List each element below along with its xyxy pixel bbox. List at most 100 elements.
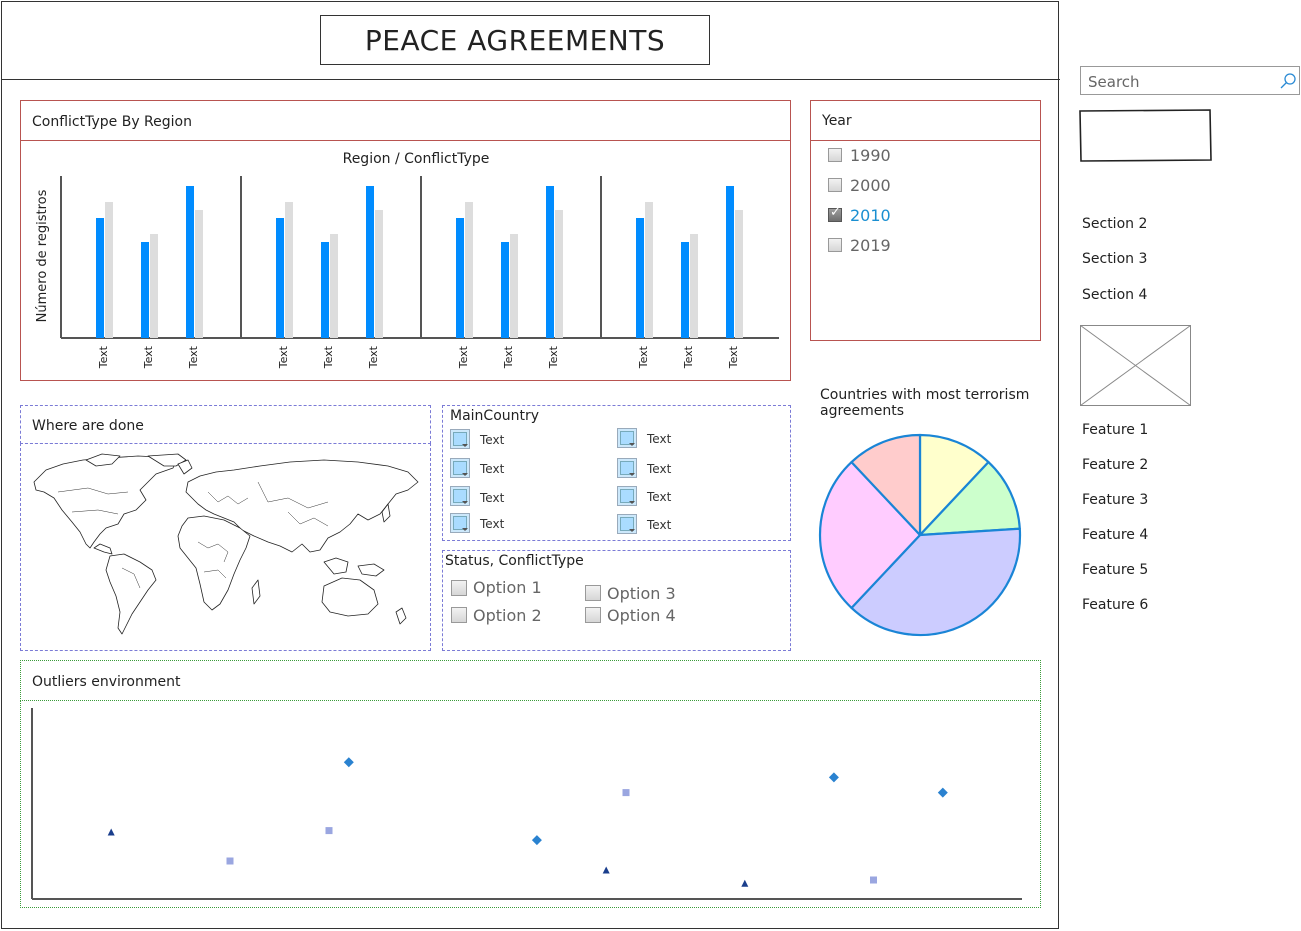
nav-feature-3[interactable]: Feature 3 (1082, 492, 1149, 508)
search-input[interactable] (1086, 71, 1275, 93)
bar (645, 202, 653, 338)
outliers-panel-body (20, 700, 1041, 908)
bar (186, 186, 194, 338)
scatter-point (828, 772, 839, 783)
scatter-point (226, 857, 234, 865)
x-tick-label: Text (457, 345, 470, 369)
header-divider (1, 79, 1060, 80)
bar (555, 210, 563, 338)
nav-section-3[interactable]: Section 3 (1082, 251, 1148, 267)
nav-section-2[interactable]: Section 2 (1082, 216, 1148, 232)
country-item-label[interactable]: Text (647, 432, 672, 446)
bar (546, 186, 554, 338)
bar (330, 234, 338, 338)
bar-chart-title: Region / ConflictType (342, 151, 490, 167)
pie-slice (850, 527, 1022, 637)
nav-feature-5[interactable]: Feature 5 (1082, 562, 1149, 578)
bar (501, 242, 509, 338)
nav-feature-1[interactable]: Feature 1 (1082, 422, 1149, 438)
year-1990-label[interactable]: 1990 (850, 146, 891, 165)
status-panel-title: Status, ConflictType (445, 553, 584, 569)
x-tick-label: Text (142, 345, 155, 369)
year-2000-checkbox[interactable] (828, 178, 842, 192)
scatter-point (107, 828, 115, 836)
bar (636, 218, 644, 338)
main-country-title: MainCountry (450, 408, 540, 424)
nav-section-4[interactable]: Section 4 (1082, 287, 1148, 303)
scatter-point (325, 827, 333, 835)
x-tick-label: Text (367, 345, 380, 369)
map-panel-title: Where are done (32, 418, 144, 434)
scatter-point (622, 789, 630, 797)
scatter-point (343, 757, 354, 768)
outliers-panel-title: Outliers environment (32, 674, 181, 690)
country-item-icon[interactable] (617, 458, 637, 478)
x-tick-label: Text (682, 345, 695, 369)
pie-chart-title: Countries with most terrorism agreements (820, 387, 1030, 419)
option-2-checkbox[interactable] (451, 607, 467, 623)
country-item-label[interactable]: Text (647, 462, 672, 476)
bar (690, 234, 698, 338)
option-2-label[interactable]: Option 2 (473, 606, 542, 625)
bar (150, 234, 158, 338)
option-4-checkbox[interactable] (585, 607, 601, 623)
bar (465, 202, 473, 338)
country-item-label[interactable]: Text (480, 491, 505, 505)
x-tick-label: Text (187, 345, 200, 369)
country-item-label[interactable]: Text (480, 433, 505, 447)
country-item-icon[interactable] (450, 429, 470, 449)
year-2019-label[interactable]: 2019 (850, 236, 891, 255)
page-title: PEACE AGREEMENTS (320, 15, 710, 65)
option-1-checkbox[interactable] (451, 580, 467, 596)
country-item-icon[interactable] (450, 486, 470, 506)
x-tick-label: Text (727, 345, 740, 369)
bar (276, 218, 284, 338)
main-country-panel (442, 405, 791, 541)
country-item-icon[interactable] (617, 428, 637, 448)
country-item-label[interactable]: Text (480, 462, 505, 476)
pie-slice (918, 461, 1021, 537)
world-map (33, 453, 419, 635)
bar (681, 242, 689, 338)
country-item-icon[interactable] (450, 458, 470, 478)
year-1990-checkbox[interactable] (828, 148, 842, 162)
option-3-checkbox[interactable] (585, 585, 601, 601)
year-panel-body (810, 140, 1041, 341)
x-tick-label: Text (502, 345, 515, 369)
x-tick-label: Text (637, 345, 650, 369)
bar (285, 202, 293, 338)
search-box[interactable] (1080, 66, 1300, 95)
scatter-point (602, 866, 610, 874)
country-item-label[interactable]: Text (480, 517, 505, 531)
country-item-icon[interactable] (450, 513, 470, 533)
nav-feature-4[interactable]: Feature 4 (1082, 527, 1149, 543)
pie-slice (818, 461, 922, 609)
year-2010-checkbox[interactable] (828, 205, 842, 222)
scatter-point (741, 879, 749, 887)
year-2010-label[interactable]: 2010 (850, 206, 891, 225)
bar (105, 202, 113, 338)
logo-placeholder (1079, 109, 1212, 162)
conflict-panel-title: ConflictType By Region (32, 114, 192, 130)
scatter-point (870, 876, 877, 884)
country-item-label[interactable]: Text (647, 518, 672, 532)
bar-chart: Número de registros Text Text Text Text Text T… (35, 176, 779, 369)
option-3-label[interactable]: Option 3 (607, 584, 676, 603)
option-1-label[interactable]: Option 1 (473, 578, 542, 597)
x-tick-label: Text (322, 345, 335, 369)
country-item-label[interactable]: Text (647, 490, 672, 504)
x-tick-label: Text (97, 345, 110, 369)
year-2000-label[interactable]: 2000 (850, 176, 891, 195)
status-panel (442, 550, 791, 651)
nav-feature-2[interactable]: Feature 2 (1082, 457, 1149, 473)
nav-feature-6[interactable]: Feature 6 (1082, 597, 1149, 613)
year-2019-checkbox[interactable] (828, 238, 842, 252)
country-item-icon[interactable] (617, 486, 637, 506)
bar (195, 210, 203, 338)
option-4-label[interactable]: Option 4 (607, 606, 676, 625)
x-tick-label: Text (277, 345, 290, 369)
search-icon[interactable] (1279, 72, 1297, 90)
bar (735, 210, 743, 338)
pie-slice (850, 433, 922, 537)
country-item-icon[interactable] (617, 514, 637, 534)
